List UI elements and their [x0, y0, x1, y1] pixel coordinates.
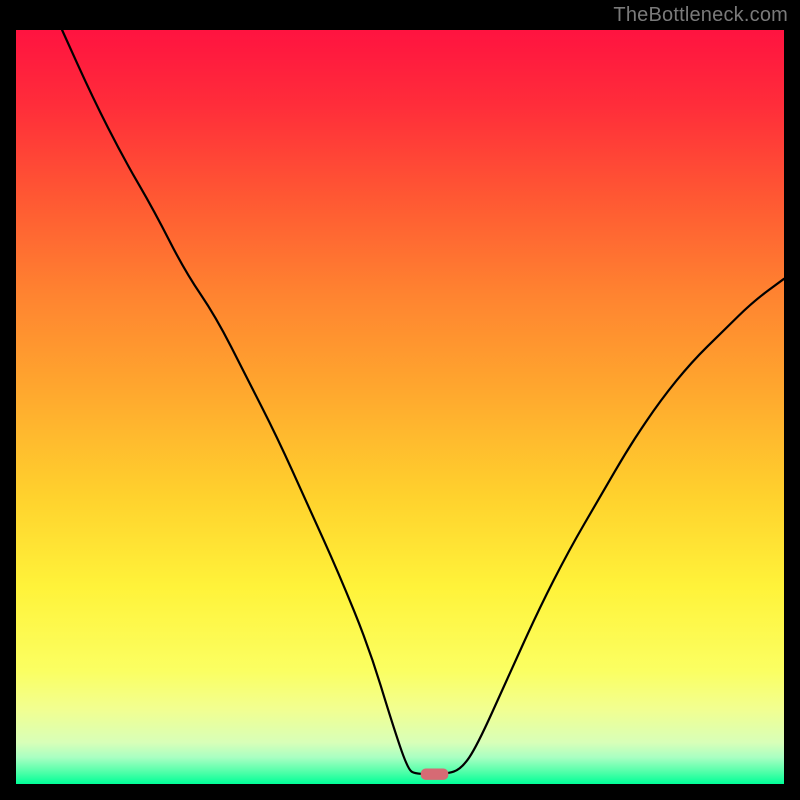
border-left: [0, 30, 16, 800]
plot-background: [16, 30, 784, 784]
optimal-marker: [421, 769, 449, 780]
bottleneck-chart: [0, 0, 800, 800]
border-right: [784, 30, 800, 800]
chart-wrapper: TheBottleneck.com: [0, 0, 800, 800]
border-bottom: [0, 784, 800, 800]
watermark-text: TheBottleneck.com: [613, 4, 788, 27]
